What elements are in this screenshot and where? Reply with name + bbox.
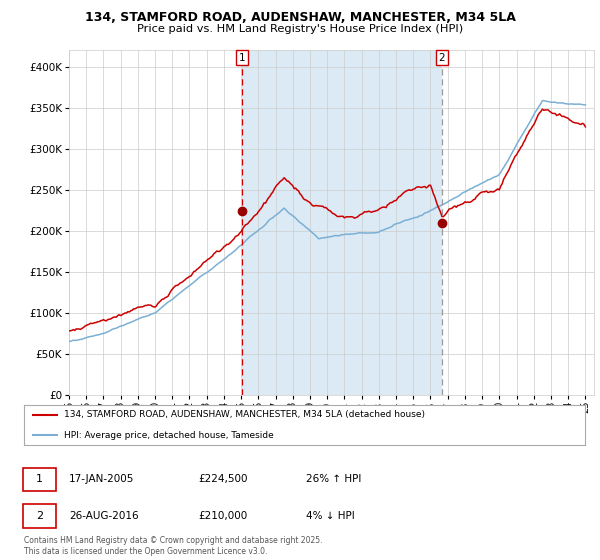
Text: Price paid vs. HM Land Registry's House Price Index (HPI): Price paid vs. HM Land Registry's House … — [137, 24, 463, 34]
Text: £224,500: £224,500 — [198, 474, 248, 484]
Text: 134, STAMFORD ROAD, AUDENSHAW, MANCHESTER, M34 5LA: 134, STAMFORD ROAD, AUDENSHAW, MANCHESTE… — [85, 11, 515, 24]
Text: 1: 1 — [239, 53, 245, 63]
Text: £210,000: £210,000 — [198, 511, 247, 521]
Text: 26% ↑ HPI: 26% ↑ HPI — [306, 474, 361, 484]
Text: 26-AUG-2016: 26-AUG-2016 — [69, 511, 139, 521]
Text: 134, STAMFORD ROAD, AUDENSHAW, MANCHESTER, M34 5LA (detached house): 134, STAMFORD ROAD, AUDENSHAW, MANCHESTE… — [64, 410, 425, 419]
Text: 2: 2 — [439, 53, 445, 63]
Text: 4% ↓ HPI: 4% ↓ HPI — [306, 511, 355, 521]
Text: 17-JAN-2005: 17-JAN-2005 — [69, 474, 134, 484]
Text: HPI: Average price, detached house, Tameside: HPI: Average price, detached house, Tame… — [64, 431, 274, 440]
Text: 2: 2 — [36, 511, 43, 521]
Bar — [242, 50, 442, 395]
Text: 1: 1 — [36, 474, 43, 484]
Text: Contains HM Land Registry data © Crown copyright and database right 2025.
This d: Contains HM Land Registry data © Crown c… — [24, 536, 323, 556]
